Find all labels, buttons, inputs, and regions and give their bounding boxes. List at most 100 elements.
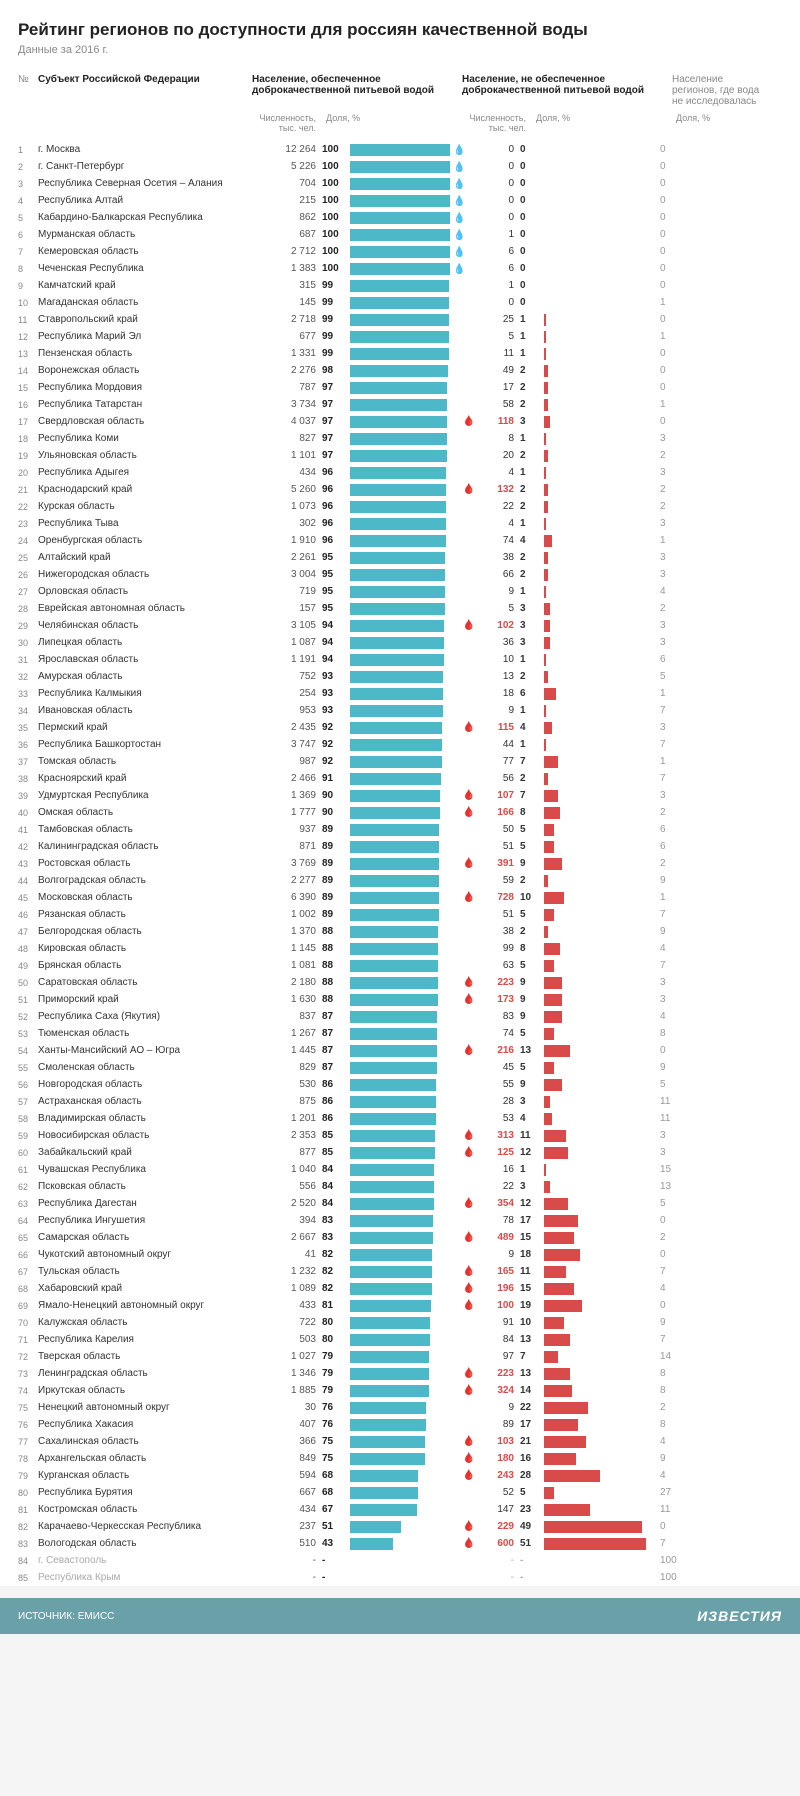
cell-share-good: 43: [322, 1538, 350, 1549]
cell-nores: 0: [648, 365, 738, 376]
cell-num: 21: [18, 485, 38, 495]
bar-bad: [544, 1147, 648, 1159]
cell-share-good: 89: [322, 909, 350, 920]
cell-pop-bad: 5: [476, 331, 520, 342]
bar-bad: [544, 1181, 648, 1193]
cell-nores: 9: [648, 1453, 738, 1464]
cell-pop-bad: 243: [476, 1470, 520, 1481]
cell-name: Республика Адыгея: [38, 467, 252, 478]
footer-source: ИСТОЧНИК: ЕМИСС: [18, 1611, 114, 1622]
cell-share-bad: 4: [520, 535, 544, 546]
bar-good: [350, 620, 450, 632]
header-nores: Население регионов, где вода не исследов…: [672, 74, 762, 107]
table-row: 42Калининградская область871895156: [18, 838, 782, 855]
cell-pop-bad: 107: [476, 790, 520, 801]
cell-num: 6: [18, 230, 38, 240]
table-container: Рейтинг регионов по доступности для росс…: [0, 0, 800, 1586]
bar-good: [350, 501, 450, 513]
cell-nores: 0: [648, 212, 738, 223]
cell-pop-good: 1 777: [252, 807, 322, 818]
cell-pop-bad: 97: [476, 1351, 520, 1362]
cell-nores: 0: [648, 1521, 738, 1532]
cell-share-bad: 51: [520, 1538, 544, 1549]
cell-num: 34: [18, 706, 38, 716]
cell-pop-good: 41: [252, 1249, 322, 1260]
cell-share-bad: 1: [520, 348, 544, 359]
cell-name: Республика Дагестан: [38, 1198, 252, 1209]
table-row: 31Ярославская область1 191941016: [18, 651, 782, 668]
bar-good: [350, 705, 450, 717]
cell-name: Республика Марий Эл: [38, 331, 252, 342]
cell-nores: 3: [648, 1130, 738, 1141]
cell-pop-bad: 56: [476, 773, 520, 784]
cell-name: Калужская область: [38, 1317, 252, 1328]
cell-share-bad: 2: [520, 926, 544, 937]
cell-pop-good: 1 191: [252, 654, 322, 665]
bar-bad: [544, 1538, 648, 1550]
cell-share-good: 80: [322, 1334, 350, 1345]
table-row: 6Мурманская область687100💧100: [18, 226, 782, 243]
cell-pop-bad: 66: [476, 569, 520, 580]
bar-good: 💧: [350, 212, 450, 224]
cell-share-bad: 12: [520, 1198, 544, 1209]
bar-good: [350, 569, 450, 581]
cell-num: 70: [18, 1318, 38, 1328]
cell-nores: 7: [648, 773, 738, 784]
cell-share-bad: 3: [520, 1096, 544, 1107]
bar-good: [350, 1419, 450, 1431]
cell-share-good: 93: [322, 688, 350, 699]
bar-good: [350, 1011, 450, 1023]
table-row: 26Нижегородская область3 004956623: [18, 566, 782, 583]
cell-name: Республика Татарстан: [38, 399, 252, 410]
table-row: 20Республика Адыгея43496413: [18, 464, 782, 481]
cell-name: Томская область: [38, 756, 252, 767]
cell-nores: 2: [648, 603, 738, 614]
cell-nores: 6: [648, 841, 738, 852]
cell-share-bad: 23: [520, 1504, 544, 1515]
bar-good: [350, 739, 450, 751]
cell-share-good: 88: [322, 943, 350, 954]
bar-good: 💧: [350, 144, 450, 156]
bar-bad: [544, 943, 648, 955]
cell-share-bad: 2: [520, 552, 544, 563]
cell-pop-bad: 58: [476, 399, 520, 410]
cell-pop-good: 5 226: [252, 161, 322, 172]
flag-icon: 🩸: [462, 807, 476, 818]
bar-bad: [544, 824, 648, 836]
cell-name: Республика Северная Осетия – Алания: [38, 178, 252, 189]
flag-icon: 🩸: [462, 977, 476, 988]
cell-share-bad: 16: [520, 1453, 544, 1464]
cell-share-good: 88: [322, 994, 350, 1005]
cell-share-good: 100: [322, 212, 350, 223]
cell-share-bad: 7: [520, 756, 544, 767]
cell-nores: 1: [648, 535, 738, 546]
cell-pop-good: 1 885: [252, 1385, 322, 1396]
cell-nores: 9: [648, 875, 738, 886]
flag-icon: 🩸: [462, 484, 476, 495]
cell-name: Магаданская область: [38, 297, 252, 308]
cell-num: 12: [18, 332, 38, 342]
bar-good: [350, 552, 450, 564]
cell-pop-good: 3 769: [252, 858, 322, 869]
bar-bad: [544, 280, 648, 292]
cell-nores: 3: [648, 620, 738, 631]
bar-bad: [544, 977, 648, 989]
cell-name: Хабаровский край: [38, 1283, 252, 1294]
cell-share-bad: 4: [520, 1113, 544, 1124]
cell-num: 46: [18, 910, 38, 920]
bar-good: [350, 1368, 450, 1380]
cell-share-good: 87: [322, 1028, 350, 1039]
bar-good: [350, 977, 450, 989]
cell-share-good: 100: [322, 161, 350, 172]
cell-pop-bad: 38: [476, 926, 520, 937]
cell-share-bad: 1: [520, 331, 544, 342]
cell-pop-good: 667: [252, 1487, 322, 1498]
cell-pop-bad: 166: [476, 807, 520, 818]
table-row: 78Архангельская область84975🩸180169: [18, 1450, 782, 1467]
cell-name: Тамбовская область: [38, 824, 252, 835]
bar-bad: [544, 1215, 648, 1227]
bar-good: [350, 416, 450, 428]
cell-share-good: 95: [322, 603, 350, 614]
cell-share-bad: 3: [520, 1181, 544, 1192]
cell-share-bad: 49: [520, 1521, 544, 1532]
